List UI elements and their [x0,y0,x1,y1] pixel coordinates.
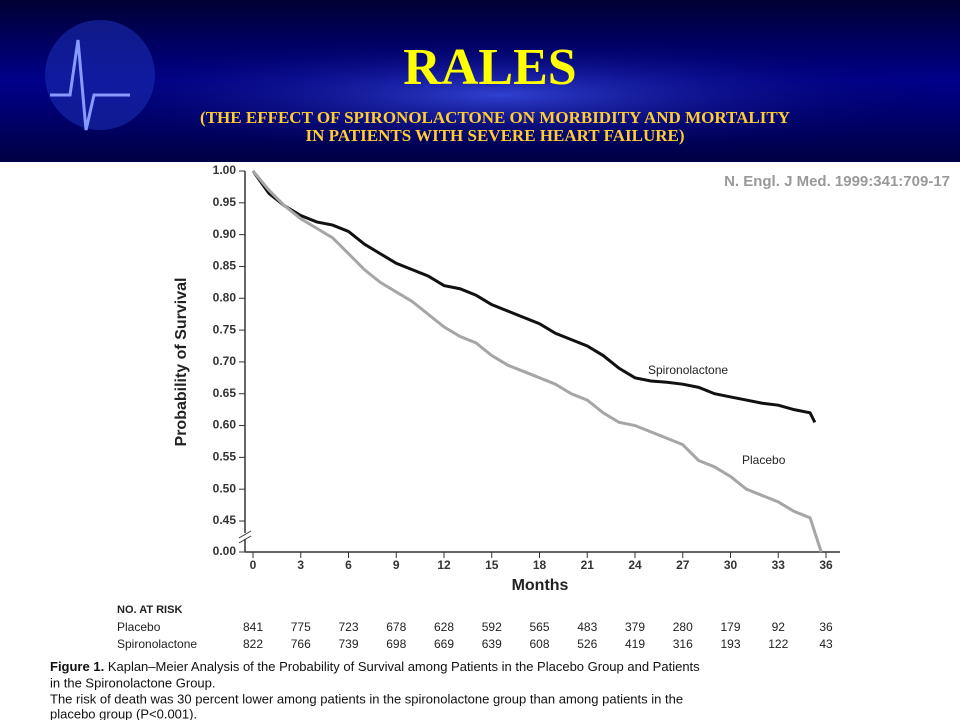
citation: N. Engl. J Med. 1999:341:709-17 [724,173,950,190]
caption-text: Kaplan–Meier Analysis of the Probability… [108,659,700,674]
survival-curve [251,170,817,424]
header-glow [50,35,950,155]
risk-count: 92 [772,620,786,634]
series-label: Spironolactone [648,363,728,377]
x-tick-label: 15 [485,558,499,572]
axis-break [238,535,252,544]
risk-table-title: No. at Risk [117,604,182,616]
risk-count: 678 [386,620,406,634]
x-tick-label: 36 [819,558,833,572]
caption-label: Figure 1. [50,659,104,674]
risk-count: 841 [243,620,263,634]
risk-count: 179 [720,620,740,634]
risk-count: 766 [291,637,311,651]
y-tick-label: 1.00 [213,163,237,177]
x-tick-label: 27 [676,558,690,572]
risk-count: 526 [577,637,597,651]
series-label: Placebo [742,453,786,467]
risk-row-name: Placebo [117,620,161,634]
x-tick-label: 9 [393,558,400,572]
x-tick-label: 3 [297,558,304,572]
y-tick-label: 0.00 [213,544,237,558]
risk-count: 723 [338,620,358,634]
risk-count: 483 [577,620,597,634]
risk-count: 628 [434,620,454,634]
y-tick-label: 0.70 [213,354,237,368]
caption-line: placebo group (P<0.001). [50,706,197,720]
x-tick-label: 21 [581,558,595,572]
y-tick-label: 0.95 [213,195,237,209]
risk-count: 36 [819,620,833,634]
risk-count: 419 [625,637,645,651]
risk-count: 280 [673,620,693,634]
risk-row-name: Spironolactone [117,637,197,651]
risk-count: 565 [529,620,549,634]
x-tick-label: 18 [533,558,547,572]
subtitle: (THE EFFECT OF SPIRONOLACTONE ON MORBIDI… [200,108,790,127]
risk-count: 739 [338,637,358,651]
risk-count: 698 [386,637,406,651]
y-tick-label: 0.60 [213,418,237,432]
axis-break [238,530,252,539]
risk-count: 316 [673,637,693,651]
y-tick-label: 0.65 [213,386,237,400]
y-tick-label: 0.50 [213,481,237,495]
title: RALES [403,39,576,96]
x-tick-label: 30 [724,558,738,572]
risk-count: 608 [529,637,549,651]
caption-line: The risk of death was 30 percent lower a… [50,691,683,706]
x-tick-label: 33 [772,558,786,572]
y-tick-label: 0.85 [213,259,237,273]
axis-break-gap [241,533,249,539]
x-tick-label: 0 [250,558,257,572]
risk-count: 379 [625,620,645,634]
risk-count: 193 [720,637,740,651]
y-tick-label: 0.90 [213,227,237,241]
x-tick-label: 6 [345,558,352,572]
x-axis-label: Months [512,577,569,594]
caption-line: in the Spironolactone Group. [50,675,216,690]
risk-count: 639 [482,637,502,651]
survival-curve [251,170,823,553]
risk-count: 122 [768,637,788,651]
y-tick-label: 0.80 [213,290,237,304]
y-tick-label: 0.75 [213,322,237,336]
risk-count: 775 [291,620,311,634]
x-tick-label: 24 [628,558,642,572]
risk-count: 822 [243,637,263,651]
logo-circle [45,20,155,130]
subtitle: IN PATIENTS WITH SEVERE HEART FAILURE) [306,126,685,145]
x-tick-label: 12 [437,558,451,572]
risk-count: 669 [434,637,454,651]
caption-line: Figure 1. Kaplan–Meier Analysis of the P… [50,659,700,674]
y-tick-label: 0.55 [213,450,237,464]
ecg-icon [50,39,130,131]
risk-count: 43 [819,637,833,651]
risk-count: 592 [482,620,502,634]
y-tick-label: 0.45 [213,513,237,527]
y-axis-label: Probability of Survival [173,278,190,447]
